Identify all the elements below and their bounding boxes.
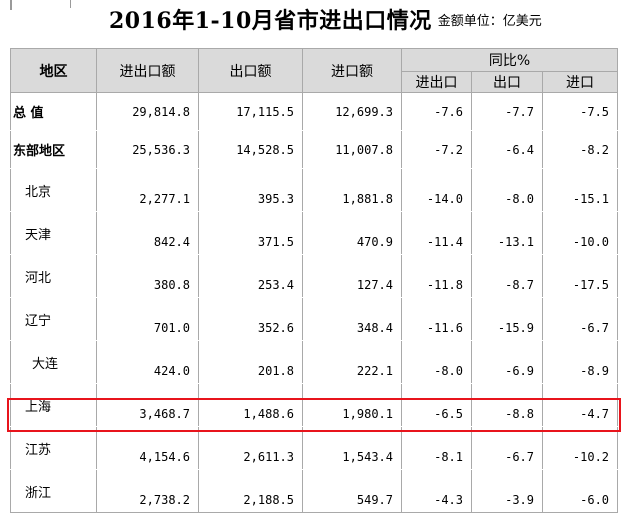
header-yoy-exports: 出口 [471, 71, 543, 93]
cell-yoy-total: -6.5 [401, 383, 472, 427]
region-cell: 大连 [10, 340, 97, 384]
cell-yoy-total: -7.6 [401, 92, 472, 131]
region-cell: 天津 [10, 211, 97, 255]
cell-imports: 12,699.3 [302, 92, 402, 131]
cell-yoy-exports: -8.0 [471, 168, 543, 212]
trade-table: 地区 进出口额 出口额 进口额 同比% 进出口 出口 进口 总 值 29,814.… [10, 48, 619, 513]
cell-imports: 470.9 [302, 211, 402, 255]
region-cell: 上海 [10, 383, 97, 427]
cell-imports: 1,881.8 [302, 168, 402, 212]
cell-yoy-imports: -6.7 [541, 297, 619, 341]
table-row: 上海 3,468.7 1,488.6 1,980.1 -6.5 -8.8 -4.7 [10, 383, 619, 427]
table-row: 浙江 2,738.2 2,188.5 549.7 -4.3 -3.9 -6.0 [10, 469, 619, 513]
cell-exports: 253.4 [198, 254, 303, 298]
header-yoy-total: 进出口 [401, 71, 472, 93]
cell-imports: 1,543.4 [302, 426, 402, 470]
region-cell: 东部地区 [10, 130, 97, 169]
cell-yoy-exports: -8.7 [471, 254, 543, 298]
cell-exports: 201.8 [198, 340, 303, 384]
cell-yoy-total: -11.8 [401, 254, 472, 298]
cell-total: 424.0 [96, 340, 199, 384]
header-yoy-imports: 进口 [541, 71, 619, 93]
table-row: 辽宁 701.0 352.6 348.4 -11.6 -15.9 -6.7 [10, 297, 619, 341]
cell-exports: 352.6 [198, 297, 303, 341]
cell-yoy-exports: -7.7 [471, 92, 543, 131]
cell-total: 380.8 [96, 254, 199, 298]
table-body: 总 值 29,814.8 17,115.5 12,699.3 -7.6 -7.7 -7.5 东… [10, 92, 619, 513]
cell-exports: 2,188.5 [198, 469, 303, 513]
cell-total: 29,814.8 [96, 92, 199, 131]
region-cell: 浙江 [10, 469, 97, 513]
cell-exports: 17,115.5 [198, 92, 303, 131]
cell-yoy-total: -7.2 [401, 130, 472, 169]
cell-total: 4,154.6 [96, 426, 199, 470]
cell-yoy-exports: -15.9 [471, 297, 543, 341]
cell-total: 2,738.2 [96, 469, 199, 513]
cell-yoy-imports: -17.5 [541, 254, 619, 298]
cell-yoy-imports: -4.7 [541, 383, 619, 427]
table-row: 北京 2,277.1 395.3 1,881.8 -14.0 -8.0 -15.1 [10, 168, 619, 212]
table-row: 总 值 29,814.8 17,115.5 12,699.3 -7.6 -7.7 -7.5 [10, 92, 619, 131]
cell-yoy-imports: -10.2 [541, 426, 619, 470]
cell-yoy-total: -14.0 [401, 168, 472, 212]
cell-yoy-exports: -6.7 [471, 426, 543, 470]
cell-yoy-total: -8.1 [401, 426, 472, 470]
cell-exports: 1,488.6 [198, 383, 303, 427]
cell-yoy-imports: -8.9 [541, 340, 619, 384]
cell-yoy-imports: -15.1 [541, 168, 619, 212]
cell-yoy-imports: -10.0 [541, 211, 619, 255]
header-region: 地区 [10, 48, 97, 93]
frame-line-left [10, 0, 12, 10]
region-cell: 辽宁 [10, 297, 97, 341]
region-cell: 河北 [10, 254, 97, 298]
header-exports: 出口额 [198, 48, 303, 93]
table-row: 大连 424.0 201.8 222.1 -8.0 -6.9 -8.9 [10, 340, 619, 384]
table-row: 江苏 4,154.6 2,611.3 1,543.4 -8.1 -6.7 -10.2 [10, 426, 619, 470]
cell-yoy-exports: -6.4 [471, 130, 543, 169]
region-cell: 北京 [10, 168, 97, 212]
table-row: 东部地区 25,536.3 14,528.5 11,007.8 -7.2 -6.4 -8.2 [10, 130, 619, 169]
region-cell: 总 值 [10, 92, 97, 131]
cell-exports: 395.3 [198, 168, 303, 212]
cell-total: 3,468.7 [96, 383, 199, 427]
cell-total: 701.0 [96, 297, 199, 341]
title-bar: 2016年1-10月省市进出口情况 金额单位：亿美元 [109, 4, 542, 34]
cell-exports: 371.5 [198, 211, 303, 255]
cell-yoy-exports: -3.9 [471, 469, 543, 513]
header-imports: 进口额 [302, 48, 402, 93]
frame-line-inner [70, 0, 71, 8]
cell-yoy-imports: -6.0 [541, 469, 619, 513]
cell-exports: 2,611.3 [198, 426, 303, 470]
cell-total: 2,277.1 [96, 168, 199, 212]
header-total-trade: 进出口额 [96, 48, 199, 93]
unit-label: 金额单位：亿美元 [437, 14, 542, 29]
cell-yoy-exports: -8.8 [471, 383, 543, 427]
cell-imports: 549.7 [302, 469, 402, 513]
cell-yoy-imports: -7.5 [541, 92, 619, 131]
cell-imports: 348.4 [302, 297, 402, 341]
page-title: 2016年1-10月省市进出口情况 [109, 8, 432, 34]
cell-exports: 14,528.5 [198, 130, 303, 169]
table-row: 河北 380.8 253.4 127.4 -11.8 -8.7 -17.5 [10, 254, 619, 298]
cell-yoy-imports: -8.2 [541, 130, 619, 169]
cell-yoy-total: -8.0 [401, 340, 472, 384]
header-yoy: 同比% [400, 48, 619, 72]
cell-imports: 1,980.1 [302, 383, 402, 427]
cell-yoy-total: -11.4 [401, 211, 472, 255]
cell-imports: 11,007.8 [302, 130, 402, 169]
table-row: 天津 842.4 371.5 470.9 -11.4 -13.1 -10.0 [10, 211, 619, 255]
cell-imports: 127.4 [302, 254, 402, 298]
cell-imports: 222.1 [302, 340, 402, 384]
cell-yoy-total: -4.3 [401, 469, 472, 513]
cell-yoy-exports: -6.9 [471, 340, 543, 384]
cell-yoy-total: -11.6 [401, 297, 472, 341]
region-cell: 江苏 [10, 426, 97, 470]
cell-total: 842.4 [96, 211, 199, 255]
cell-total: 25,536.3 [96, 130, 199, 169]
cell-yoy-exports: -13.1 [471, 211, 543, 255]
